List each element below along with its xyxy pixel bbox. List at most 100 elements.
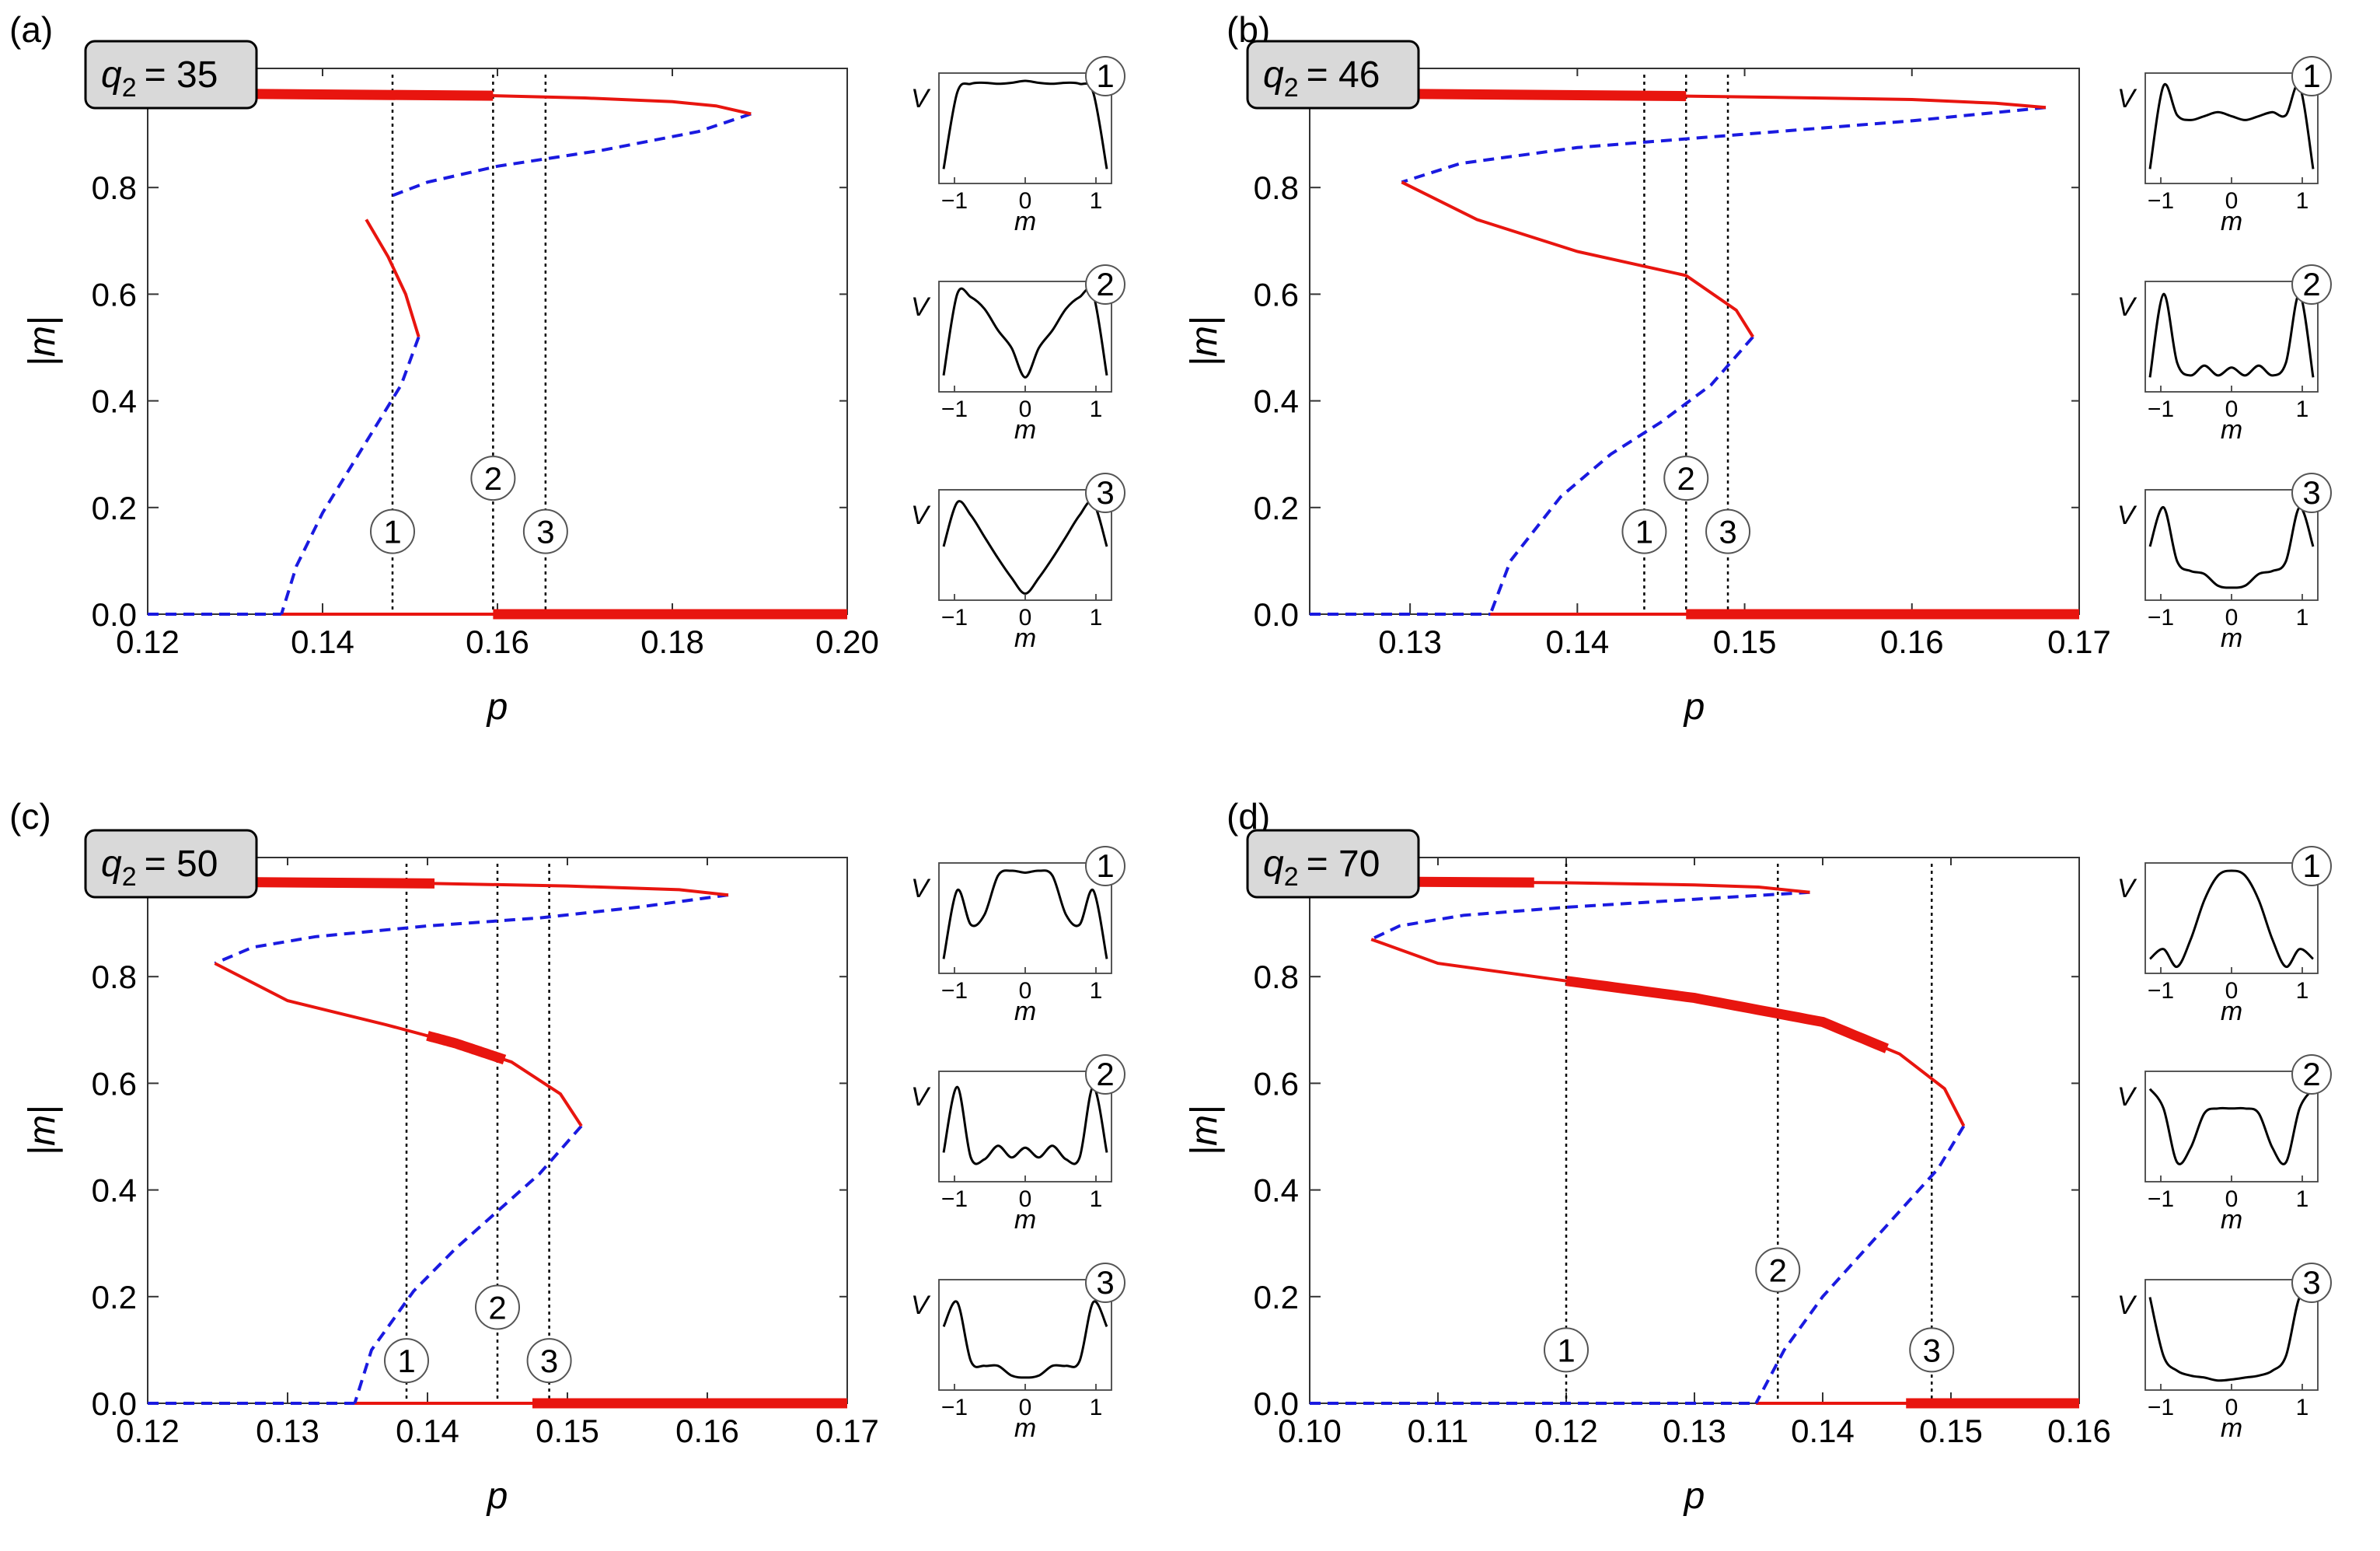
inset-marker-number: 1 xyxy=(2302,847,2320,884)
inset-tick-label: 1 xyxy=(2296,1395,2309,1420)
panel-label: (a) xyxy=(9,9,53,50)
x-tick-label: 0.18 xyxy=(640,624,704,660)
inset-3: −1 0 1 m V 3 xyxy=(911,473,1125,653)
x-tick-label: 0.14 xyxy=(1791,1413,1855,1449)
inset-y-label: V xyxy=(2117,501,2137,530)
inset-frame xyxy=(2144,1071,2319,1182)
inset-marker-circle xyxy=(2291,473,2332,513)
panel-2: (c) 0.12 0.13 0.14 0.15 0.16 0.17 0.0 0.2 0.4 0.6 0… xyxy=(9,796,1125,1517)
potential-curve xyxy=(2148,506,2315,589)
inset-y-label: V xyxy=(911,501,931,530)
inset-2: −1 0 1 m V 2 xyxy=(2117,1054,2332,1235)
y-tick-label: 0.2 xyxy=(1254,1279,1299,1315)
q2-badge-var: q xyxy=(101,844,122,885)
y-tick-label: 0.8 xyxy=(92,169,137,206)
y-tick-label: 0.2 xyxy=(1254,490,1299,526)
inset-marker-circle xyxy=(2291,264,2332,305)
marker-circle xyxy=(1544,1327,1589,1373)
inset-y-label: V xyxy=(2117,292,2137,322)
inset-marker-circle xyxy=(1085,1054,1125,1095)
q2-badge-text: q2 = 46 xyxy=(1263,54,1380,103)
x-tick-label: 0.13 xyxy=(1663,1413,1726,1449)
q2-badge-value: = 50 xyxy=(145,844,218,885)
x-tick-label: 0.15 xyxy=(1919,1413,1983,1449)
marker-circle xyxy=(1755,1247,1801,1293)
marker-circle xyxy=(1621,508,1667,554)
x-tick-label: 0.17 xyxy=(2047,624,2111,660)
inset-1: −1 0 1 m V 1 xyxy=(2117,56,2332,236)
x-tick-label: 0.12 xyxy=(116,1413,180,1449)
inset-y-label: V xyxy=(911,292,931,322)
inset-2: −1 0 1 m V 2 xyxy=(911,264,1125,445)
inset-tick-label: 1 xyxy=(1090,978,1103,1004)
marker-circle xyxy=(1705,508,1751,554)
x-tick-label: 0.10 xyxy=(1278,1413,1342,1449)
inset-y-label: V xyxy=(2117,1082,2137,1112)
inset-x-label: m xyxy=(2221,207,2242,236)
y-tick-label: 0.6 xyxy=(1254,1065,1299,1102)
inset-x-label: m xyxy=(2221,1413,2242,1443)
inset-marker-number: 3 xyxy=(2302,474,2320,511)
marker-circle xyxy=(384,1338,429,1384)
y-tick-label: 0.0 xyxy=(1254,596,1299,633)
potential-curve xyxy=(942,1300,1108,1379)
inset-marker-circle xyxy=(1085,473,1125,513)
inset-2: −1 0 1 m V 2 xyxy=(911,1054,1125,1235)
inset-marker-circle xyxy=(2291,56,2332,96)
q2-badge-sub: 2 xyxy=(122,862,137,892)
inset-tick-label: 1 xyxy=(2296,1186,2309,1212)
x-axis-label: p xyxy=(486,1476,508,1517)
q2-badge-sub: 2 xyxy=(1284,862,1299,892)
potential-curve xyxy=(942,79,1108,169)
inset-x-label: m xyxy=(2221,624,2242,653)
marker-circle xyxy=(370,508,415,554)
panel-label: (c) xyxy=(9,796,51,837)
lower-unstable-branch xyxy=(1488,335,1754,615)
inset-x-label: m xyxy=(2221,415,2242,445)
inset-marker-number: 1 xyxy=(1096,847,1114,884)
inset-y-label: V xyxy=(911,1082,931,1112)
potential-curve xyxy=(2149,869,2314,968)
panel-3: (d)0.10 0.11 0.12 0.13 0.14 0.15 0.160.00.20.4… xyxy=(1184,796,2332,1517)
marker-circle xyxy=(470,456,516,501)
inset-frame xyxy=(2144,281,2319,393)
inset-tick-label: 1 xyxy=(1090,1395,1103,1420)
marker-circle xyxy=(526,1338,572,1384)
y-tick-label: 0.6 xyxy=(92,1065,137,1102)
q2-badge-var: q xyxy=(101,54,122,96)
inset-marker-circle xyxy=(1085,846,1125,886)
marker-circle xyxy=(475,1284,520,1330)
marker-number: 3 xyxy=(540,1343,558,1379)
inset-y-label: V xyxy=(2117,84,2137,114)
middle-stable-branch xyxy=(214,962,583,1127)
marker-number: 1 xyxy=(1635,514,1653,550)
saddle-unstable-branch xyxy=(1401,106,2047,184)
middle-stable-branch xyxy=(1370,938,1966,1127)
inset-y-label: V xyxy=(911,1291,931,1320)
x-tick-label: 0.16 xyxy=(2047,1413,2111,1449)
x-tick-label: 0.14 xyxy=(291,624,354,660)
inset-tick-label: 0 xyxy=(1019,188,1032,214)
inset-marker-number: 1 xyxy=(1096,58,1114,94)
inset-frame xyxy=(938,72,1112,184)
inset-tick-label: 0 xyxy=(1019,1395,1032,1420)
inset-x-label: m xyxy=(1014,624,1036,653)
inset-frame xyxy=(2144,489,2319,601)
inset-x-label: m xyxy=(1014,1413,1036,1443)
inset-marker-number: 2 xyxy=(2302,266,2320,302)
inset-tick-label: −1 xyxy=(941,1186,968,1212)
inset-3: −1 0 1 m V 3 xyxy=(911,1263,1125,1443)
y-tick-label: 0.4 xyxy=(92,383,137,420)
inset-x-label: m xyxy=(2221,1205,2242,1235)
q2-badge xyxy=(1246,40,1420,110)
inset-tick-label: −1 xyxy=(2148,1186,2174,1212)
inset-marker-circle xyxy=(1085,1263,1125,1303)
y-tick-label: 0.4 xyxy=(1254,1172,1299,1209)
plot-frame xyxy=(1309,857,2080,1404)
saddle-unstable-branch xyxy=(214,893,729,965)
y-tick-label: 0.8 xyxy=(1254,959,1299,995)
inset-tick-label: −1 xyxy=(941,978,968,1004)
inset-tick-label: −1 xyxy=(941,1395,968,1420)
x-axis-label: p xyxy=(1683,1476,1705,1517)
y-tick-label: 0.8 xyxy=(1254,169,1299,206)
